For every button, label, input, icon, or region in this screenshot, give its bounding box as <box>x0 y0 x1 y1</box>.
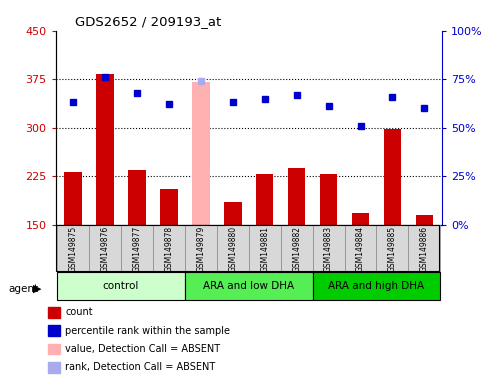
Bar <box>313 272 440 300</box>
Bar <box>344 225 376 271</box>
Text: agent: agent <box>9 284 39 294</box>
Bar <box>415 215 433 225</box>
Text: GSM149879: GSM149879 <box>197 226 205 272</box>
Text: GDS2652 / 209193_at: GDS2652 / 209193_at <box>75 15 221 28</box>
Bar <box>256 174 273 225</box>
Bar <box>288 169 305 225</box>
Text: GSM149885: GSM149885 <box>388 226 397 272</box>
Bar <box>313 225 344 271</box>
Bar <box>57 272 185 300</box>
Text: value, Detection Call = ABSENT: value, Detection Call = ABSENT <box>65 344 220 354</box>
Bar <box>384 129 401 225</box>
Text: GSM149880: GSM149880 <box>228 226 237 272</box>
Text: ▶: ▶ <box>33 284 42 294</box>
Text: GSM149886: GSM149886 <box>420 226 429 272</box>
Text: GSM149878: GSM149878 <box>164 226 173 272</box>
Bar <box>89 225 121 271</box>
Bar <box>224 202 242 225</box>
Bar <box>57 225 89 271</box>
Bar <box>352 213 369 225</box>
Bar <box>217 225 249 271</box>
Bar <box>96 74 114 225</box>
Text: GSM149882: GSM149882 <box>292 226 301 272</box>
Bar <box>160 189 178 225</box>
Text: ARA and high DHA: ARA and high DHA <box>328 281 425 291</box>
Text: GSM149883: GSM149883 <box>324 226 333 272</box>
Text: percentile rank within the sample: percentile rank within the sample <box>65 326 230 336</box>
Bar <box>376 225 409 271</box>
Text: GSM149876: GSM149876 <box>100 226 110 272</box>
Text: GSM149877: GSM149877 <box>132 226 142 272</box>
Text: GSM149881: GSM149881 <box>260 226 269 272</box>
Text: GSM149884: GSM149884 <box>356 226 365 272</box>
Bar <box>153 225 185 271</box>
Bar <box>320 174 337 225</box>
Bar <box>185 225 217 271</box>
Bar <box>249 225 281 271</box>
Bar <box>128 170 146 225</box>
Text: ARA and low DHA: ARA and low DHA <box>203 281 294 291</box>
Text: count: count <box>65 307 93 317</box>
Bar <box>281 225 313 271</box>
Bar <box>121 225 153 271</box>
Text: rank, Detection Call = ABSENT: rank, Detection Call = ABSENT <box>65 362 215 372</box>
Text: GSM149875: GSM149875 <box>69 226 78 272</box>
Bar <box>64 172 82 225</box>
Bar <box>192 83 210 225</box>
Bar <box>409 225 440 271</box>
Text: control: control <box>103 281 139 291</box>
Bar <box>185 272 313 300</box>
